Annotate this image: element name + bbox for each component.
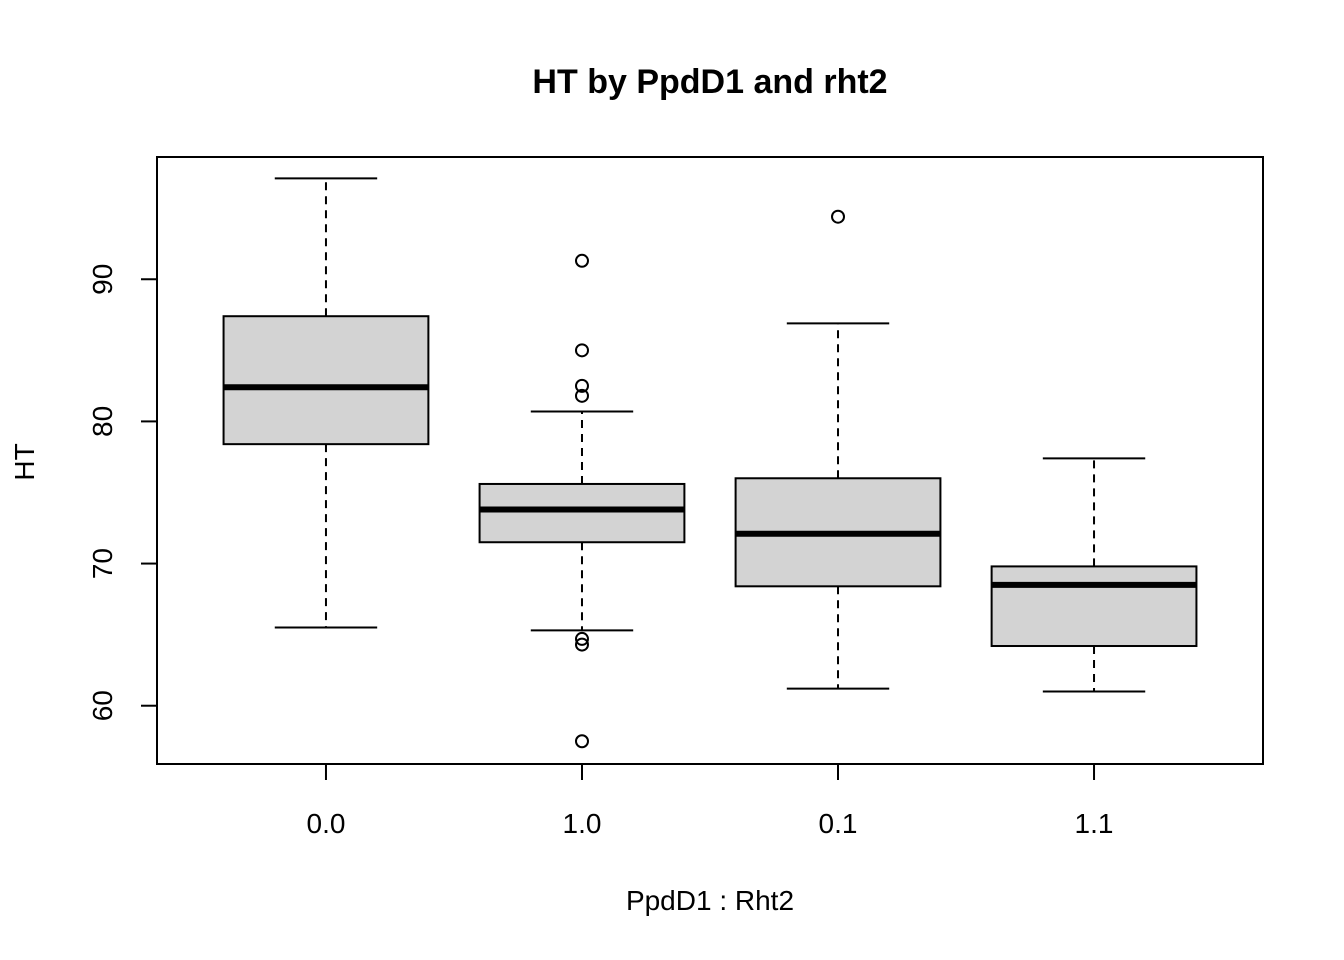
box-1-1 — [990, 457, 1198, 693]
y-tick-label: 90 — [87, 264, 118, 295]
box-0-0 — [222, 177, 430, 629]
x-axis: 0.0 1.0 0.1 1.1 — [307, 763, 1114, 839]
x-tick-label: 0.1 — [819, 808, 858, 839]
outlier-point — [574, 343, 589, 358]
x-tick-label: 1.1 — [1075, 808, 1114, 839]
outlier-point — [831, 209, 846, 224]
box-0-1 — [734, 209, 942, 690]
outlier-point — [574, 637, 589, 652]
box-1-0 — [478, 253, 686, 749]
y-axis-label: HT — [9, 443, 40, 480]
outlier-point — [574, 388, 589, 403]
iqr-box — [990, 565, 1198, 648]
y-tick-label: 80 — [87, 406, 118, 437]
outlier-point — [574, 378, 589, 393]
outlier-point — [574, 734, 589, 749]
plot-frame — [156, 156, 1264, 765]
outlier-point — [574, 253, 589, 268]
outlier-point — [574, 631, 589, 646]
y-tick-label: 70 — [87, 548, 118, 579]
y-axis: 60 70 80 90 — [87, 264, 158, 721]
iqr-box — [222, 315, 430, 446]
x-tick-label: 0.0 — [307, 808, 346, 839]
x-axis-label: PpdD1 : Rht2 — [626, 885, 794, 916]
y-tick-label: 60 — [87, 690, 118, 721]
chart-title: HT by PpdD1 and rht2 — [532, 63, 887, 101]
iqr-box — [478, 482, 686, 544]
x-tick-label: 1.0 — [563, 808, 602, 839]
boxes-group — [222, 177, 1198, 749]
